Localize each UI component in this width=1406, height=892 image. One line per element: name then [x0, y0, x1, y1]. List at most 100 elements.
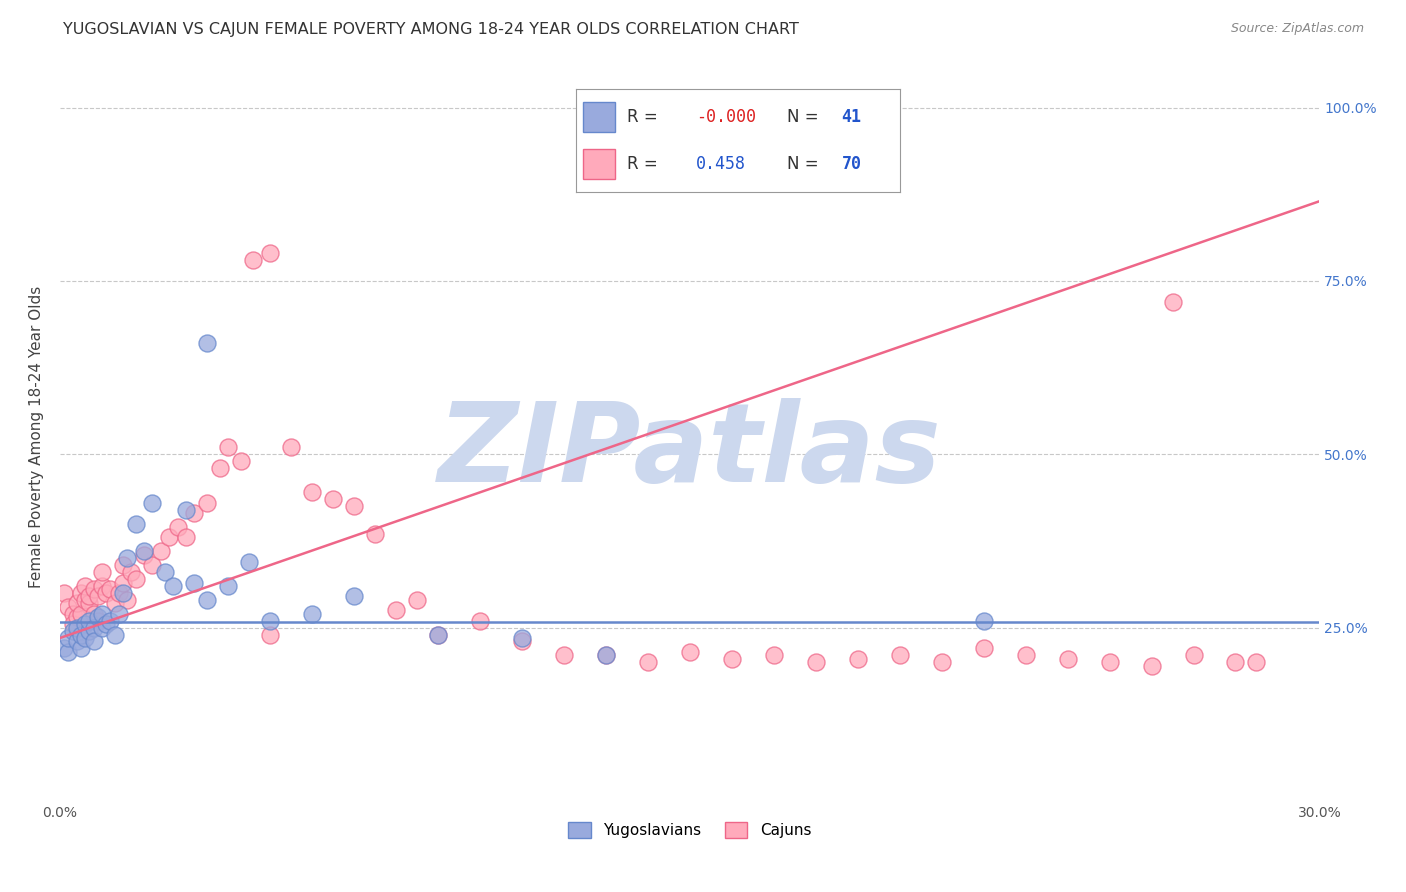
Point	[91, 607, 114, 621]
Point	[96, 617, 118, 632]
Point	[405, 592, 427, 607]
Point	[595, 648, 617, 663]
Point	[141, 558, 163, 573]
Point	[91, 579, 114, 593]
Point	[83, 607, 105, 621]
Point	[111, 586, 134, 600]
Legend: Yugoslavians, Cajuns: Yugoslavians, Cajuns	[562, 816, 817, 844]
Point	[75, 592, 97, 607]
Point	[153, 565, 176, 579]
Text: R =: R =	[627, 155, 658, 173]
Point	[553, 648, 575, 663]
Point	[124, 516, 146, 531]
Point	[66, 621, 89, 635]
Point	[120, 565, 142, 579]
Point	[973, 641, 995, 656]
Point	[53, 641, 76, 656]
Point	[58, 599, 80, 614]
Text: YUGOSLAVIAN VS CAJUN FEMALE POVERTY AMONG 18-24 YEAR OLDS CORRELATION CHART: YUGOSLAVIAN VS CAJUN FEMALE POVERTY AMON…	[63, 22, 799, 37]
Point	[426, 627, 449, 641]
Point	[1161, 294, 1184, 309]
Point	[1225, 655, 1247, 669]
Point	[720, 652, 742, 666]
Point	[174, 502, 197, 516]
Point	[111, 558, 134, 573]
Y-axis label: Female Poverty Among 18-24 Year Olds: Female Poverty Among 18-24 Year Olds	[30, 285, 44, 588]
Text: 70: 70	[842, 155, 862, 173]
Point	[889, 648, 911, 663]
Point	[79, 590, 101, 604]
Point	[1140, 658, 1163, 673]
Point	[58, 645, 80, 659]
Point	[91, 565, 114, 579]
Point	[280, 440, 302, 454]
Point	[195, 336, 218, 351]
Point	[70, 607, 93, 621]
Point	[217, 440, 239, 454]
Point	[141, 496, 163, 510]
Point	[58, 631, 80, 645]
Point	[183, 575, 205, 590]
Point	[162, 579, 184, 593]
Point	[229, 454, 252, 468]
Point	[595, 648, 617, 663]
Point	[111, 575, 134, 590]
Point	[259, 614, 281, 628]
Point	[83, 621, 105, 635]
Point	[1182, 648, 1205, 663]
Text: ZIPatlas: ZIPatlas	[437, 398, 942, 505]
Point	[132, 548, 155, 562]
Point	[679, 645, 702, 659]
Point	[70, 627, 93, 641]
Point	[75, 631, 97, 645]
Point	[62, 607, 84, 621]
Bar	[583, 102, 616, 132]
Point	[259, 627, 281, 641]
Text: 0.458: 0.458	[696, 155, 747, 173]
Point	[124, 572, 146, 586]
Point	[242, 253, 264, 268]
Point	[83, 634, 105, 648]
Point	[70, 641, 93, 656]
Point	[100, 582, 122, 597]
Point	[1056, 652, 1078, 666]
Text: R =: R =	[627, 108, 658, 126]
Point	[301, 607, 323, 621]
Point	[115, 592, 138, 607]
Point	[468, 614, 491, 628]
Point	[107, 586, 129, 600]
Text: N =: N =	[787, 155, 818, 173]
Point	[70, 586, 93, 600]
Point	[83, 582, 105, 597]
Point	[259, 246, 281, 260]
Point	[62, 617, 84, 632]
Point	[1014, 648, 1036, 663]
Point	[174, 531, 197, 545]
Point	[217, 579, 239, 593]
Point	[183, 506, 205, 520]
Point	[762, 648, 785, 663]
Point	[364, 527, 387, 541]
Point	[157, 531, 180, 545]
Point	[385, 603, 408, 617]
Bar	[583, 149, 616, 179]
Point	[104, 596, 127, 610]
Point	[846, 652, 869, 666]
Point	[87, 610, 110, 624]
Point	[115, 551, 138, 566]
Text: 41: 41	[842, 108, 862, 126]
Point	[1246, 655, 1268, 669]
Point	[510, 631, 533, 645]
Point	[66, 610, 89, 624]
Text: -0.000: -0.000	[696, 108, 756, 126]
Point	[96, 586, 118, 600]
Point	[91, 621, 114, 635]
Point	[195, 592, 218, 607]
Point	[166, 520, 188, 534]
Point	[87, 590, 110, 604]
Point	[208, 461, 231, 475]
Point	[66, 596, 89, 610]
Point	[53, 586, 76, 600]
Point	[510, 634, 533, 648]
Point	[238, 555, 260, 569]
